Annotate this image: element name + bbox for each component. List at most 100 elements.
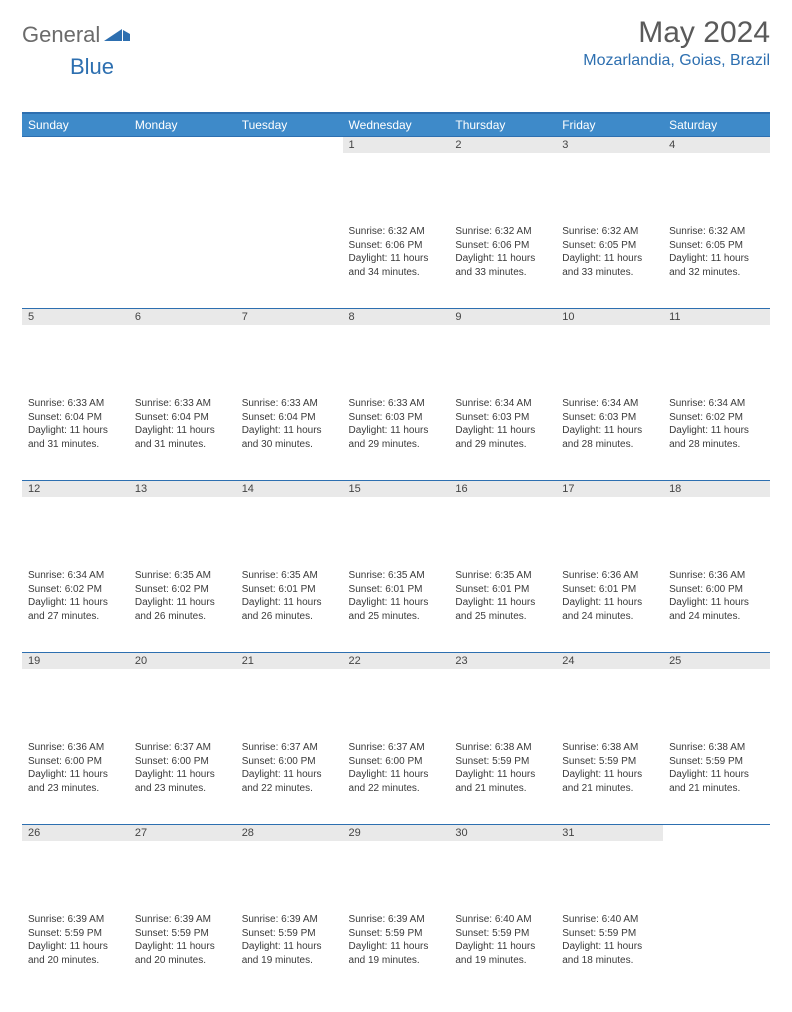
day-number: 26 <box>22 824 129 841</box>
day-details: Sunrise: 6:33 AMSunset: 6:04 PMDaylight:… <box>129 394 236 457</box>
daylight-line: Daylight: 11 hours and 18 minutes. <box>562 941 642 966</box>
sunset-line: Sunset: 5:59 PM <box>135 928 209 939</box>
day-number-cell: 8 <box>343 308 450 394</box>
sunrise-line: Sunrise: 6:38 AM <box>455 742 531 753</box>
daylight-line: Daylight: 11 hours and 29 minutes. <box>349 425 429 450</box>
day-number: 18 <box>663 480 770 497</box>
day-details: Sunrise: 6:32 AMSunset: 6:06 PMDaylight:… <box>343 222 450 285</box>
daylight-line: Daylight: 11 hours and 31 minutes. <box>28 425 108 450</box>
day-details: Sunrise: 6:38 AMSunset: 5:59 PMDaylight:… <box>556 738 663 801</box>
sunrise-line: Sunrise: 6:34 AM <box>669 398 745 409</box>
daylight-line: Daylight: 11 hours and 22 minutes. <box>242 769 322 794</box>
day-number: 14 <box>236 480 343 497</box>
day-body-row: Sunrise: 6:39 AM Sunset: 5:59 PM Daylight:… <box>22 910 770 996</box>
day-details: Sunrise: 6:32 AMSunset: 6:05 PMDaylight:… <box>556 222 663 285</box>
day-body-cell: Sunrise: 6:38 AMSunset: 5:59 PMDaylight:… <box>449 738 556 824</box>
day-number-cell: 4 <box>663 136 770 222</box>
day-number-cell: 31 <box>556 824 663 910</box>
day-body-cell: Sunrise: 6:34 AMSunset: 6:02 PMDaylight:… <box>22 566 129 652</box>
day-body-cell: Sunrise: 6:37 AMSunset: 6:00 PMDaylight:… <box>343 738 450 824</box>
day-body-row: Sunrise: 6:32 AM Sunset: 6:06 PM Daylight:… <box>22 222 770 308</box>
day-details: Sunrise: 6:35 AMSunset: 6:01 PMDaylight:… <box>343 566 450 629</box>
calendar-table: Sunday Monday Tuesday Wednesday Thursday… <box>22 114 770 996</box>
day-body-cell <box>22 222 129 308</box>
brand-part1: General <box>22 22 100 48</box>
sunrise-line: Sunrise: 6:38 AM <box>669 742 745 753</box>
day-number: 12 <box>22 480 129 497</box>
sunset-line: Sunset: 5:59 PM <box>669 756 743 767</box>
day-body-cell: Sunrise: 6:33 AMSunset: 6:04 PMDaylight:… <box>22 394 129 480</box>
day-number: 1 <box>343 136 450 153</box>
day-number-cell: 3 <box>556 136 663 222</box>
daylight-line: Daylight: 11 hours and 19 minutes. <box>455 941 535 966</box>
sunrise-line: Sunrise: 6:38 AM <box>562 742 638 753</box>
weekday-header: Wednesday <box>343 114 450 136</box>
title-block: May 2024 Mozarlandia, Goias, Brazil <box>583 16 770 70</box>
day-number: 15 <box>343 480 450 497</box>
day-number-cell <box>129 136 236 222</box>
day-details: Sunrise: 6:34 AMSunset: 6:03 PMDaylight:… <box>449 394 556 457</box>
day-body-row: Sunrise: 6:33 AMSunset: 6:04 PMDaylight:… <box>22 394 770 480</box>
sunset-line: Sunset: 6:02 PM <box>135 584 209 595</box>
day-number-row: 567891011 <box>22 308 770 394</box>
day-number-cell: 13 <box>129 480 236 566</box>
daylight-line: Daylight: 11 hours and 32 minutes. <box>669 253 749 278</box>
day-details: Sunrise: 6:32 AMSunset: 6:06 PMDaylight:… <box>449 222 556 285</box>
day-details: Sunrise: 6:35 AMSunset: 6:02 PMDaylight:… <box>129 566 236 629</box>
day-details: Sunrise: 6:37 AMSunset: 6:00 PMDaylight:… <box>236 738 343 801</box>
day-number-cell: 5 <box>22 308 129 394</box>
month-title: May 2024 <box>583 16 770 50</box>
day-number-cell: 17 <box>556 480 663 566</box>
day-number-cell: 23 <box>449 652 556 738</box>
daylight-line: Daylight: 11 hours and 19 minutes. <box>242 941 322 966</box>
day-number-empty <box>129 136 236 153</box>
day-number-cell: 29 <box>343 824 450 910</box>
daylight-line: Daylight: 11 hours and 21 minutes. <box>669 769 749 794</box>
day-details-empty <box>236 222 343 231</box>
weekday-header: Saturday <box>663 114 770 136</box>
day-body-cell: Sunrise: 6:39 AMSunset: 5:59 PMDaylight:… <box>129 910 236 996</box>
day-number: 17 <box>556 480 663 497</box>
day-number-cell: 28 <box>236 824 343 910</box>
day-body-cell: Sunrise: 6:34 AMSunset: 6:03 PMDaylight:… <box>449 394 556 480</box>
weekday-header: Tuesday <box>236 114 343 136</box>
day-details-empty <box>22 222 129 231</box>
sunrise-line: Sunrise: 6:35 AM <box>455 570 531 581</box>
sunset-line: Sunset: 6:02 PM <box>28 584 102 595</box>
day-body-cell: Sunrise: 6:39 AMSunset: 5:59 PMDaylight:… <box>22 910 129 996</box>
day-details: Sunrise: 6:40 AMSunset: 5:59 PMDaylight:… <box>556 910 663 973</box>
day-number-cell: 20 <box>129 652 236 738</box>
sunrise-line: Sunrise: 6:35 AM <box>349 570 425 581</box>
sunrise-line: Sunrise: 6:32 AM <box>562 226 638 237</box>
day-body-cell: Sunrise: 6:39 AM Sunset: 5:59 PM Daylight:… <box>343 910 450 996</box>
day-number-cell: 30 <box>449 824 556 910</box>
day-details-empty <box>663 910 770 919</box>
sunrise-line: Sunrise: 6:37 AM <box>135 742 211 753</box>
sunset-line: Sunset: 6:00 PM <box>349 756 423 767</box>
day-body-cell: Sunrise: 6:39 AMSunset: 5:59 PMDaylight:… <box>236 910 343 996</box>
sunset-line: Sunset: 6:01 PM <box>349 584 423 595</box>
day-number: 8 <box>343 308 450 325</box>
day-number-cell: 25 <box>663 652 770 738</box>
day-body-cell: Sunrise: 6:37 AMSunset: 6:00 PMDaylight:… <box>236 738 343 824</box>
day-details: Sunrise: 6:33 AMSunset: 6:04 PMDaylight:… <box>22 394 129 457</box>
sunset-line: Sunset: 5:59 PM <box>349 928 423 939</box>
sunrise-line: Sunrise: 6:39 AM <box>349 914 425 925</box>
day-number: 22 <box>343 652 450 669</box>
daylight-line: Daylight: 11 hours and 19 minutes. <box>349 941 429 966</box>
sunrise-line: Sunrise: 6:32 AM <box>455 226 531 237</box>
sunset-line: Sunset: 6:05 PM <box>562 240 636 251</box>
day-details: Sunrise: 6:39 AM Sunset: 5:59 PM Daylight:… <box>343 910 450 973</box>
sunset-line: Sunset: 6:06 PM <box>349 240 423 251</box>
day-number: 10 <box>556 308 663 325</box>
sunset-line: Sunset: 6:01 PM <box>242 584 316 595</box>
day-number: 30 <box>449 824 556 841</box>
day-details: Sunrise: 6:32 AMSunset: 6:05 PMDaylight:… <box>663 222 770 285</box>
sunset-line: Sunset: 6:06 PM <box>455 240 529 251</box>
day-number-cell: 21 <box>236 652 343 738</box>
daylight-line: Daylight: 11 hours and 27 minutes. <box>28 597 108 622</box>
day-number-empty <box>236 136 343 153</box>
brand-logo: General <box>22 16 132 48</box>
day-details: Sunrise: 6:37 AMSunset: 6:00 PMDaylight:… <box>129 738 236 801</box>
day-number-cell: 2 <box>449 136 556 222</box>
